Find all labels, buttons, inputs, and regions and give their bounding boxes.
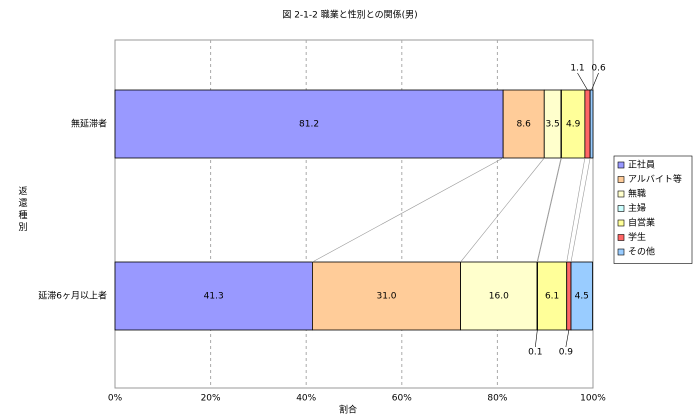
data-label: 0.1 <box>528 348 542 358</box>
data-label: 4.5 <box>575 292 589 302</box>
data-label: 31.0 <box>376 292 396 302</box>
bar-segment <box>502 89 545 159</box>
connector-line <box>536 157 562 263</box>
legend-swatch <box>617 234 625 241</box>
leader-line <box>565 329 570 348</box>
legend-label: その他 <box>628 246 655 258</box>
connector-line <box>537 157 562 263</box>
bar-segment <box>312 261 461 331</box>
legend-label: 無職 <box>628 188 646 200</box>
x-tick-label: 60% <box>392 394 412 404</box>
legend-label: 学生 <box>628 231 646 243</box>
legend-swatch <box>617 161 625 169</box>
bar-segment <box>114 261 313 331</box>
chart-title: 図 2-1-2 職業と性別との関係(男) <box>282 9 417 21</box>
legend-label: 自営業 <box>628 217 655 229</box>
data-label: 41.3 <box>204 292 224 302</box>
connector-line <box>566 157 586 263</box>
x-axis-title: 割合 <box>339 404 357 416</box>
data-label: 3.5 <box>545 120 559 130</box>
y-tick-label: 無延滞者 <box>71 118 107 130</box>
data-label: 8.6 <box>517 120 532 130</box>
connector-line <box>460 157 545 263</box>
data-label: 4.9 <box>566 120 581 130</box>
data-label: 0.9 <box>559 348 574 358</box>
data-label: 81.2 <box>299 120 319 130</box>
legend-swatch <box>617 205 625 212</box>
legend-label: 正社員 <box>628 159 655 171</box>
y-axis-title: 返還種別 <box>17 185 28 234</box>
plot-area <box>114 39 594 389</box>
legend-box <box>613 155 693 264</box>
connector-line <box>570 157 591 263</box>
x-tick-label: 20% <box>201 394 221 404</box>
legend-swatch <box>617 176 625 183</box>
leader-line <box>535 329 538 348</box>
bar-segment <box>114 89 504 159</box>
bar-segment <box>537 261 568 331</box>
legend-label: 主婦 <box>628 202 646 214</box>
bar-segment <box>570 261 593 331</box>
bar-segment <box>566 261 572 331</box>
y-tick-label: 延滞6ヶ月以上者 <box>38 290 107 302</box>
x-tick-label: 0% <box>108 394 123 404</box>
legend-swatch <box>617 190 625 198</box>
bar-segment <box>584 89 591 159</box>
legend-swatch <box>617 248 625 256</box>
x-tick-label: 100% <box>580 394 606 404</box>
data-label: 6.1 <box>545 292 559 302</box>
bar-segment <box>589 89 594 159</box>
legend-label: アルバイト等 <box>628 173 682 185</box>
x-tick-label: 80% <box>487 394 507 404</box>
leader-line <box>591 72 599 91</box>
data-label: 0.6 <box>591 64 606 74</box>
leader-line <box>577 72 588 91</box>
x-tick-label: 40% <box>296 394 316 404</box>
legend-swatch <box>617 219 625 227</box>
data-label: 1.1 <box>570 64 584 74</box>
connector-line <box>312 157 504 263</box>
data-label: 16.0 <box>489 292 509 302</box>
